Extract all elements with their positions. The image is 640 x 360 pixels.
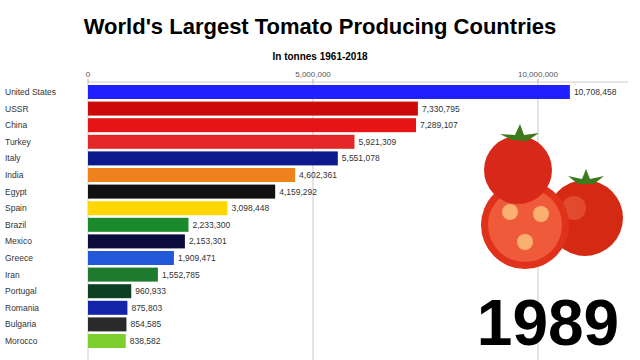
- tomato: [484, 136, 552, 204]
- category-label: Spain: [5, 203, 27, 213]
- data-label: 7,289,107: [420, 120, 458, 130]
- category-label: Romania: [5, 303, 39, 313]
- tick-mark: [538, 79, 539, 82]
- tomato-seed: [533, 206, 549, 222]
- data-label: 5,921,309: [358, 137, 396, 147]
- bar: [88, 301, 127, 315]
- bar: [88, 118, 416, 132]
- bar: [88, 284, 131, 298]
- category-label: Brazil: [5, 220, 26, 230]
- data-label: 838,582: [130, 336, 161, 346]
- data-label: 7,330,795: [422, 104, 460, 114]
- bar: [88, 135, 354, 149]
- data-label: 1,909,471: [178, 253, 216, 263]
- tomato-illustration: [481, 124, 623, 269]
- bar: [88, 201, 227, 215]
- data-label: 1,552,785: [162, 270, 200, 280]
- bar: [88, 234, 185, 248]
- category-label: Portugal: [5, 286, 37, 296]
- category-label: United States: [5, 87, 56, 97]
- tomato-seed: [502, 204, 518, 220]
- title: World's Largest Tomato Producing Countri…: [84, 14, 557, 39]
- bar: [88, 334, 126, 348]
- bar: [88, 151, 338, 165]
- category-label: India: [5, 170, 24, 180]
- category-label: Mexico: [5, 236, 32, 246]
- category-label: Egypt: [5, 187, 27, 197]
- bar: [88, 218, 188, 232]
- data-label: 4,159,292: [279, 187, 317, 197]
- data-label: 854,585: [130, 319, 161, 329]
- subtitle: In tonnes 1961-2018: [272, 51, 367, 62]
- bar: [88, 168, 295, 182]
- data-label: 875,803: [131, 303, 162, 313]
- bar: [88, 268, 158, 282]
- category-label: Bulgaria: [5, 319, 36, 329]
- category-label: Morocco: [5, 336, 38, 346]
- tomato-stem: [568, 169, 604, 184]
- data-label: 960,933: [135, 286, 166, 296]
- x-axis-line: [88, 82, 628, 83]
- category-label: Greece: [5, 253, 33, 263]
- bar: [88, 185, 275, 199]
- data-label: 2,233,300: [192, 220, 230, 230]
- category-label: China: [5, 120, 27, 130]
- data-label: 10,708,458: [574, 87, 617, 97]
- chart: World's Largest Tomato Producing Countri…: [0, 0, 640, 360]
- tomato-seed: [517, 234, 533, 250]
- category-label: Turkey: [5, 137, 31, 147]
- category-label: Iran: [5, 270, 20, 280]
- bar: [88, 85, 570, 99]
- bar: [88, 102, 418, 116]
- tick-label: 0: [86, 70, 91, 79]
- year-annotation: 1989: [477, 287, 619, 359]
- tick-label: 5,000,000: [295, 70, 331, 79]
- category-label: USSR: [5, 104, 29, 114]
- data-label: 3,098,448: [231, 203, 269, 213]
- tick-mark: [88, 79, 89, 82]
- bar: [88, 251, 174, 265]
- tick-label: 10,000,000: [518, 70, 559, 79]
- data-label: 2,153,301: [189, 236, 227, 246]
- tomato-stem: [500, 124, 539, 141]
- tick-mark: [313, 79, 314, 82]
- category-label: Italy: [5, 153, 21, 163]
- data-label: 4,602,361: [299, 170, 337, 180]
- data-label: 5,551,078: [342, 153, 380, 163]
- bar: [88, 317, 126, 331]
